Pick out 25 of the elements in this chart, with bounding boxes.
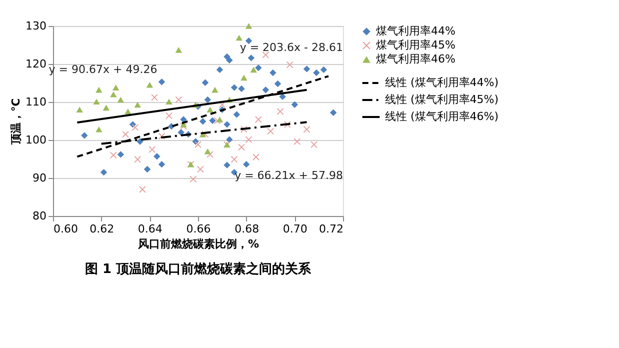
x-tick-label: 0.62 [90,222,114,236]
x-tick-label: 0.68 [234,222,260,236]
legend-label: 线性 (煤气利用率44%) [385,76,499,89]
x-tick-label: 0.70 [282,222,308,236]
annotation: y = 66.21x + 57.98 [234,169,343,182]
x-axis-title: 风口前燃烧碳素比例，% [136,238,260,250]
legend-label: 线性 (煤气利用率46%) [385,110,499,123]
text: 图 1 顶温随风口前燃烧碳素之间的关系 [84,261,312,277]
x-tick-label: 0.60 [54,222,78,236]
y-tick-label: 100 [26,134,46,146]
legend-label: 线性 (煤气利用率45%) [385,93,499,106]
x-tick-label: 0.66 [186,222,211,236]
y-tick-label: 110 [26,96,46,108]
y-tick-label: 130 [26,20,46,32]
y-tick-label: 120 [26,58,46,70]
legend-label: 煤气利用率44% [376,24,456,38]
y-tick-label: 80 [32,210,46,222]
legend-label: 煤气利用率45% [376,38,456,52]
y-tick-label: 90 [32,172,46,184]
x-tick-label: 0.72 [319,222,344,236]
y-axis-title: 顶温，℃ [10,98,23,146]
legend-label: 煤气利用率46% [376,52,456,66]
x-tick-label: 0.64 [138,222,162,236]
annotation: y = 203.6x - 28.61 [240,41,343,54]
annotation: y = 90.67x + 49.26 [48,63,158,76]
